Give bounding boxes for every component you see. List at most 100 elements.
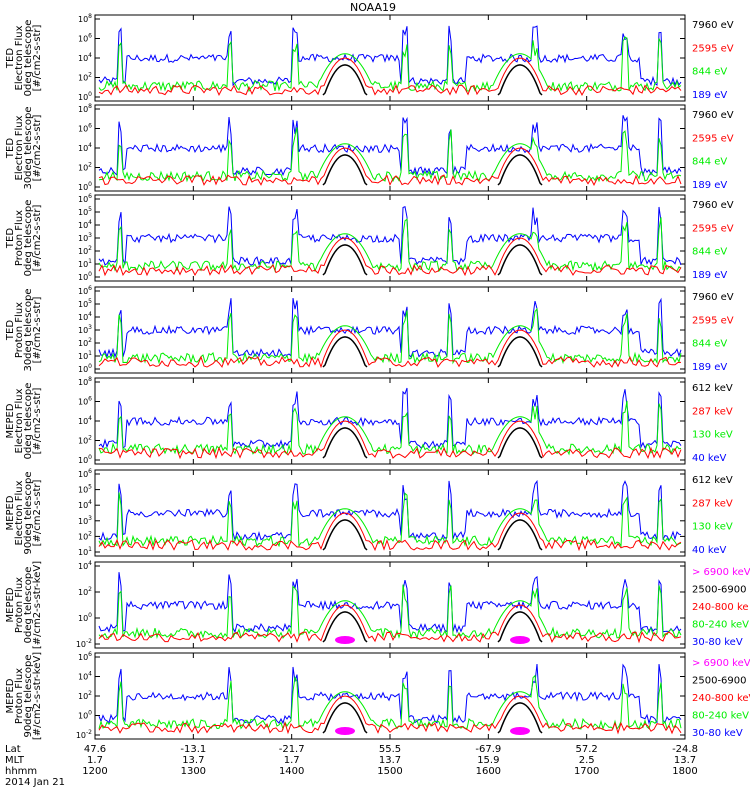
y-tick-label: 106 [78,285,92,296]
y-tick-label: 104 [78,142,92,153]
y-tick-label: 100 [78,454,92,465]
y-label-line: [#/cm2-s-str] [32,24,43,91]
data-marks [98,387,682,460]
data-marks [98,25,682,96]
y-tick-label: 108 [78,13,92,24]
y-label-line: TED [5,48,16,69]
y-tick-label: 100 [78,363,92,374]
trace-magenta [510,727,530,735]
y-tick-label: 102 [78,530,92,541]
y-tick-label: 102 [78,72,92,83]
y-label-line: MEPED [5,495,16,530]
trace-black [322,611,368,643]
y-label-line: MEPED [5,678,16,713]
y-tick-label: 108 [78,103,92,114]
legend-entry: > 6900 keV [692,658,750,669]
trace-blue [98,663,682,725]
y-tick-label: 102 [78,162,92,173]
trace-blue [98,387,682,450]
data-marks [98,479,682,552]
y-label-line: 30deg telescope [23,288,34,371]
y-label-line: 30deg telescope [23,106,34,189]
y-tick-label: 102 [78,435,92,446]
x-tick-label-lat: -24.8 [672,744,698,755]
x-tick-label-mlt: 1.7 [87,755,103,766]
trace-black [322,336,368,368]
y-label-line: 90deg telescope [23,654,34,737]
y-tick-label: 106 [78,33,92,44]
trace-red [98,147,682,187]
x-tick-label-hhmm: 1300 [181,766,206,777]
y-tick-label: 106 [78,468,92,479]
x-axis-annotation: LatMLThhmm47.61.71200-13.113.71300-21.71… [5,15,698,788]
y-label-line: MEPED [5,587,16,622]
legend-entry: 844 eV [692,339,727,350]
x-tick-label-lat: -21.7 [279,744,305,755]
y-tick-label: 103 [78,515,92,526]
y-tick-label: 106 [78,123,92,134]
data-marks [98,572,682,644]
y-label-line: Proton Flux [14,302,25,358]
y-tick-label: 101 [78,350,92,361]
legend-entry: 7960 eV [692,20,734,31]
date-label: 2014 Jan 21 [5,777,65,788]
trace-black [497,427,543,459]
legend-entry: 189 eV [692,90,727,101]
legend-entry: 240-800 keV [692,693,750,704]
y-label-line: TED [5,320,16,341]
trace-black [322,519,368,551]
legend-entry: 2595 eV [692,315,734,326]
trace-green [98,307,682,365]
y-tick-label: 102 [78,245,92,256]
y-label-line: [#/cm2-s-str-keV] [32,561,43,649]
y-tick-label: 106 [78,396,92,407]
y-tick-label: 10-2 [76,638,92,649]
y-tick-label: 100 [78,710,92,721]
y-tick-label: 104 [78,560,92,571]
y-tick-label: 106 [78,193,92,204]
x-tick-label-lat: -13.1 [180,744,206,755]
x-row-label: Lat [5,744,21,755]
y-label-line: [#/cm2-s-str] [32,387,43,454]
y-label-line: [#/cm2-s-str] [32,204,43,271]
legend-entry: 7960 eV [692,292,734,303]
trace-blue [98,25,682,87]
trace-black [497,519,543,551]
legend-entry: 287 keV [692,406,733,417]
y-tick-label: 100 [78,612,92,623]
trace-blue [98,206,682,266]
y-label-line: [#/cm2-s-str-keV] [32,652,43,740]
x-tick-label-hhmm: 1800 [672,766,697,777]
y-tick-label: 102 [78,690,92,701]
legend-entry: 80-240 keV [692,711,749,722]
x-row-label: MLT [5,755,25,766]
trace-blue [98,479,682,542]
y-label-line: 0deg telescope [23,200,34,277]
legend-entry: 30-80 keV [692,728,743,739]
trace-red [98,420,682,460]
trace-black [322,64,368,96]
trace-red [98,57,682,96]
trace-magenta [335,636,355,644]
x-tick-label-hhmm: 1400 [279,766,304,777]
y-label-line: Electron Flux [14,115,25,180]
legend-entry: 189 eV [692,362,727,373]
trace-black [322,427,368,459]
y-label-line: [#/cm2-s-str] [32,114,43,181]
y-tick-label: 105 [78,484,92,495]
trace-black [322,154,368,186]
y-tick-label: 104 [78,499,92,510]
y-label-line: Electron Flux [14,25,25,90]
y-label-line: 0deg telescope [23,20,34,97]
y-label-line: MEPED [5,403,16,438]
x-tick-label-mlt: 2.5 [579,755,595,766]
